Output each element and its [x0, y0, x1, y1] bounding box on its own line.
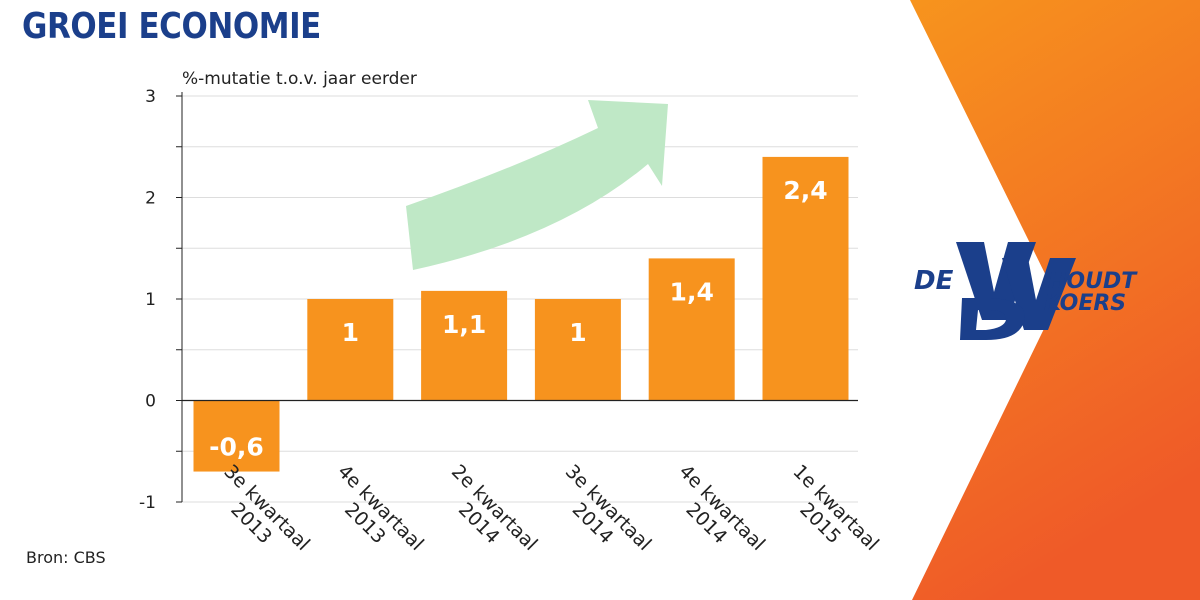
bar [762, 156, 849, 401]
data-label: 1 [342, 318, 359, 347]
data-label: 1,4 [670, 277, 714, 306]
orange-panel [910, 0, 1200, 600]
source-note: Bron: CBS [26, 548, 106, 567]
bar [534, 299, 621, 401]
data-label: 2,4 [783, 176, 827, 205]
growth-arrow-icon [406, 100, 668, 270]
bar [307, 299, 394, 401]
y-tick-label: 0 [145, 392, 156, 412]
chart-axes [176, 92, 858, 503]
page-title: GROEI ECONOMIE [22, 6, 321, 47]
y-tick-labels: 3 2 1 0 -1 [139, 87, 156, 513]
logo-houdt-text: HOUDT [1048, 269, 1138, 294]
y-axis-label: %-mutatie t.o.v. jaar eerder [182, 69, 417, 89]
logo-d-icon [960, 298, 1025, 340]
y-tick-label: 2 [145, 189, 156, 209]
data-label: 1,1 [442, 310, 486, 339]
data-labels: -0,6 1 1,1 1 1,4 2,4 [209, 176, 827, 462]
y-tick-label: 1 [145, 290, 156, 310]
bar [648, 258, 735, 401]
logo-de-text: DE [914, 266, 954, 296]
bar [193, 400, 280, 472]
data-label: -0,6 [209, 433, 264, 462]
y-tick-label: 3 [145, 87, 156, 107]
bar [421, 290, 508, 401]
y-tick-label: -1 [139, 493, 156, 513]
chart-bars [193, 156, 849, 472]
party-logo: DE HOUDT KOERS [914, 242, 1138, 340]
logo-koers-text: KOERS [1044, 291, 1126, 316]
growth-arrow-annotation [406, 100, 668, 270]
data-label: 1 [569, 318, 586, 347]
